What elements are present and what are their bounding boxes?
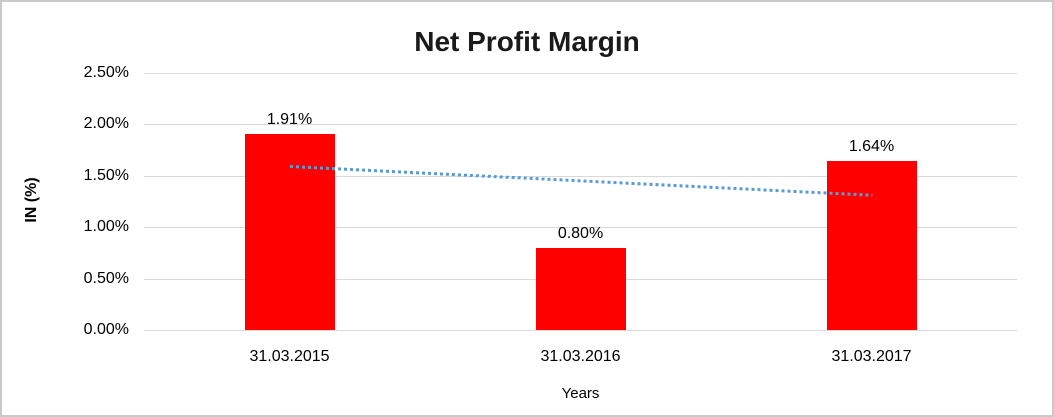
x-tick-label: 31.03.2017	[831, 348, 912, 365]
x-tick-label: 31.03.2015	[249, 348, 330, 365]
x-axis-title: Years	[561, 385, 600, 402]
bar-31.03.2015	[244, 133, 335, 330]
x-tick-label: 31.03.2016	[540, 348, 621, 365]
y-tick-label: 0.00%	[83, 321, 129, 338]
bar-31.03.2016	[535, 247, 626, 330]
bar-31.03.2017	[826, 161, 917, 330]
y-tick-label: 1.00%	[83, 218, 129, 236]
gridline	[144, 73, 1017, 74]
gridline	[144, 124, 1017, 126]
y-axis-title: IN (%)	[23, 177, 40, 223]
gridline	[144, 227, 1017, 229]
gridline	[144, 330, 1017, 331]
y-tick-label: 2.00%	[83, 115, 129, 133]
chart-title: Net Profit Margin	[414, 26, 640, 57]
gridline	[144, 175, 1017, 177]
bar-data-label: 1.64%	[848, 138, 895, 156]
y-tick-label: 2.50%	[83, 64, 129, 81]
bar-data-label: 1.91%	[266, 110, 313, 128]
y-tick-label: 1.50%	[83, 166, 129, 184]
y-tick-label: 0.50%	[83, 269, 129, 287]
bar-data-label: 0.80%	[557, 224, 604, 242]
